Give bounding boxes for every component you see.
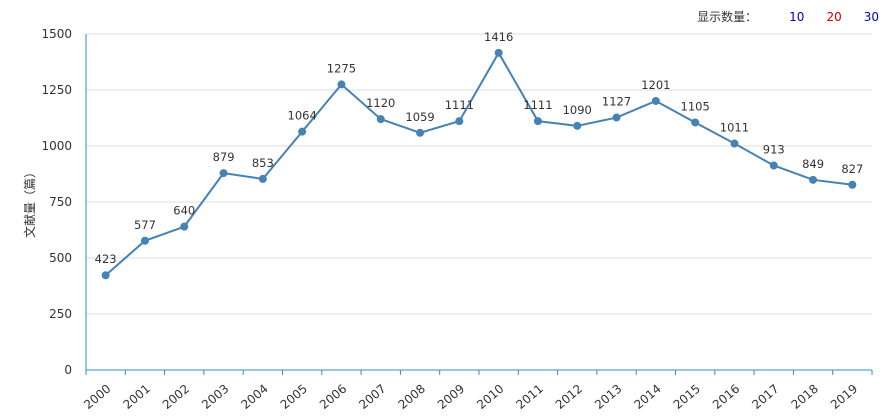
data-label: 1111 [523,98,552,112]
data-label: 1111 [445,98,474,112]
data-point [416,128,425,137]
data-point [140,236,149,245]
x-tick-label: 2008 [396,382,428,412]
x-tick-label: 2019 [828,382,860,412]
data-label: 853 [252,156,274,170]
series [101,48,857,280]
x-tick-label: 2013 [592,382,624,412]
data-label: 1105 [681,99,710,113]
x-tick-label: 2009 [435,382,467,412]
y-tick-label: 750 [49,195,72,209]
y-tick-label: 1000 [41,139,72,153]
data-label: 1201 [641,78,670,92]
data-point [769,161,778,170]
data-point [573,121,582,130]
y-tick-label: 500 [49,251,72,265]
y-tick-label: 1250 [41,83,72,97]
y-tick-label: 0 [64,363,72,377]
data-point [691,118,700,127]
y-tick-label: 1500 [41,27,72,41]
x-tick-label: 2002 [160,382,192,412]
x-tick-label: 2010 [474,382,506,412]
x-tick-label: 2005 [278,382,310,412]
data-label: 879 [213,150,235,164]
x-tick-label: 2016 [710,382,742,412]
x-tick-label: 2001 [120,382,152,412]
data-point [337,80,346,89]
data-label: 1059 [405,110,434,124]
data-label: 1064 [288,109,317,123]
y-axis-title: 文献量（篇） [22,166,37,238]
data-point [180,222,189,231]
data-point [612,113,621,122]
data-point [219,169,228,178]
display-count-label: 显示数量： [697,10,758,24]
x-tick-label: 2014 [631,382,663,412]
display-count-option-30[interactable]: 30 [863,9,879,24]
x-tick-label: 2004 [238,382,270,412]
data-point [651,96,660,105]
data-point [101,271,110,280]
x-tick-label: 2012 [553,382,585,412]
display-count-selector: 显示数量： 10 20 30 [697,8,879,25]
x-tick-label: 2006 [317,382,349,412]
x-tick-label: 2011 [513,382,545,412]
data-point [376,115,385,124]
data-label: 577 [134,218,156,232]
data-label: 1090 [563,103,592,117]
data-point [848,180,857,189]
x-tick-label: 2007 [356,382,388,412]
display-count-option-20[interactable]: 20 [826,9,842,24]
display-count-option-10[interactable]: 10 [789,9,805,24]
data-label: 423 [95,252,117,266]
data-label: 1275 [327,61,356,75]
x-tick-label: 2003 [199,382,231,412]
data-point [298,127,307,136]
data-labels: 423 577 640 879 853 1064 1275 1120 1059 1111 1416 1… [95,30,864,266]
x-tick-label: 2017 [749,382,781,412]
data-label: 1127 [602,95,631,109]
data-point [455,117,464,126]
series-line [104,50,853,276]
data-label: 849 [802,157,824,171]
data-label: 827 [841,162,863,176]
data-point [258,174,267,183]
x-tick-label: 2018 [789,382,821,412]
data-label: 913 [763,142,785,156]
data-point [809,175,818,184]
data-point [730,139,739,148]
data-label: 1011 [720,121,749,135]
data-point [494,48,503,57]
data-label: 1416 [484,30,513,44]
data-label: 640 [173,204,195,218]
gridlines [86,33,872,315]
y-tick-label: 250 [49,307,72,321]
x-tick-label: 2000 [81,382,113,412]
data-point [533,117,542,126]
x-tick-label: 2015 [671,382,703,412]
data-label: 1120 [366,96,395,110]
